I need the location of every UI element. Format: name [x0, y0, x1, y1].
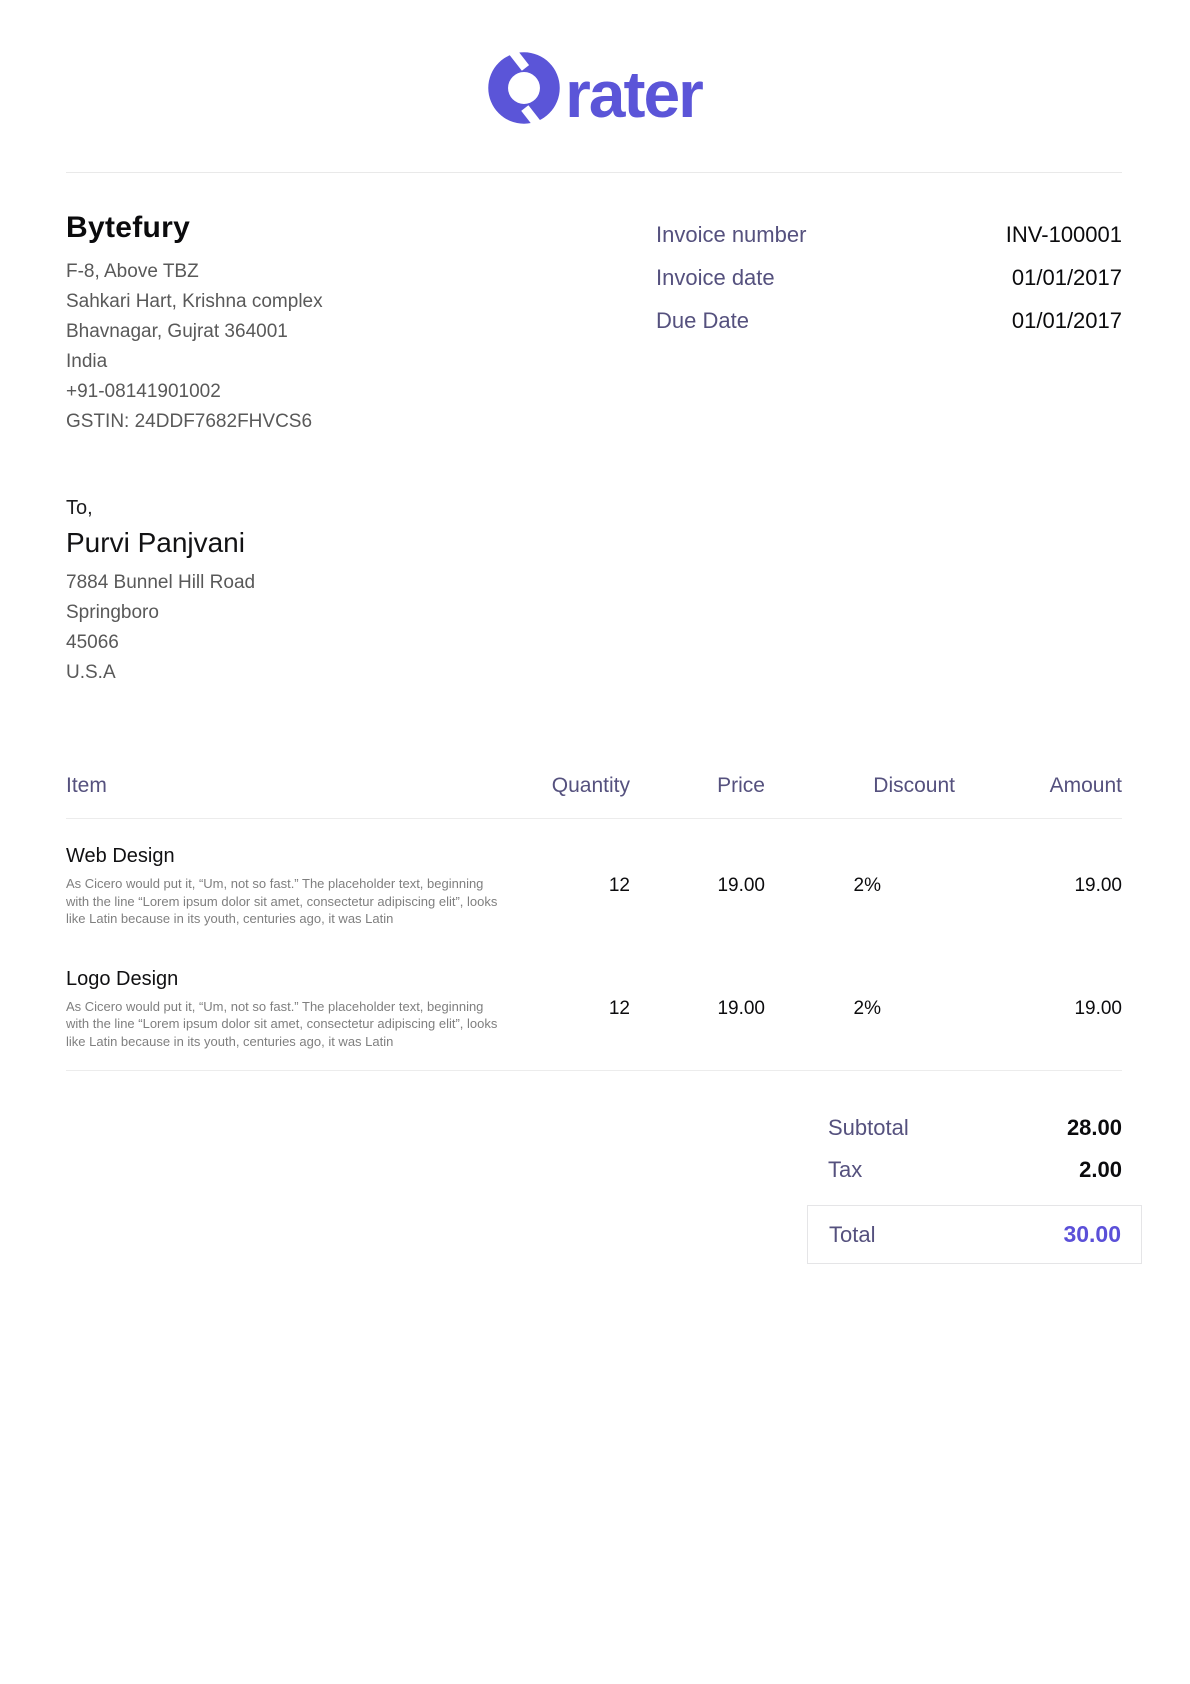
- crater-c-logo-icon: [488, 50, 560, 126]
- company-address-line: India: [66, 351, 108, 372]
- item-name: Web Design: [66, 845, 175, 867]
- due-date-row: Due Date 01/01/2017: [656, 299, 1122, 342]
- brand-logo: rater: [66, 0, 1122, 131]
- items-table: Item Quantity Price Discount Amount Web …: [66, 774, 1122, 1071]
- subtotal-value: 28.00: [1066, 1115, 1122, 1140]
- customer-name: Purvi Panjvani: [66, 527, 245, 558]
- header-quantity: Quantity: [551, 774, 630, 797]
- total-value: 30.00: [1063, 1221, 1121, 1247]
- header-discount: Discount: [873, 774, 955, 797]
- totals-block: Subtotal 28.00 Tax 2.00 Total 30.00: [807, 1107, 1142, 1264]
- company-name: Bytefury: [66, 211, 191, 244]
- header-divider: [66, 172, 1122, 173]
- info-section: Bytefury F-8, Above TBZ Sahkari Hart, Kr…: [66, 211, 1122, 437]
- invoice-date-value: 01/01/2017: [1011, 265, 1122, 290]
- item-description: As Cicero would put it, “Um, not so fast…: [66, 998, 498, 1049]
- company-address-line: F-8, Above TBZ: [66, 261, 199, 282]
- item-amount: 19.00: [1074, 875, 1122, 897]
- customer-address-line: Springboro: [66, 602, 159, 623]
- item-cell: Logo Design As Cicero would put it, “Um,…: [66, 968, 512, 1051]
- company-phone: +91-08141901002: [66, 381, 221, 402]
- item-price: 19.00: [717, 875, 765, 897]
- invoice-number-value: INV-100001: [1005, 222, 1122, 247]
- header-price: Price: [717, 774, 765, 797]
- company-gstin: GSTIN: 24DDF7682FHVCS6: [66, 411, 313, 432]
- item-quantity: 12: [608, 875, 630, 897]
- invoice-number-row: Invoice number INV-100001: [656, 213, 1122, 256]
- item-name: Logo Design: [66, 967, 179, 990]
- items-table-header: Item Quantity Price Discount Amount: [66, 774, 1122, 819]
- items-table-body: Web Design As Cicero would put it, “Um, …: [66, 819, 1122, 1071]
- header-amount: Amount: [1049, 774, 1122, 797]
- due-date-value: 01/01/2017: [1011, 308, 1122, 333]
- invoice-meta: Invoice number INV-100001 Invoice date 0…: [656, 213, 1122, 437]
- tax-row: Tax 2.00: [807, 1149, 1142, 1191]
- total-label: Total: [829, 1221, 876, 1247]
- tax-value: 2.00: [1079, 1157, 1122, 1182]
- item-price: 19.00: [717, 997, 765, 1019]
- invoice-date-label: Invoice date: [656, 265, 775, 290]
- item-cell: Web Design As Cicero would put it, “Um, …: [66, 845, 512, 928]
- tax-label: Tax: [828, 1157, 863, 1182]
- invoice-date-row: Invoice date 01/01/2017: [656, 256, 1122, 299]
- customer-address: 7884 Bunnel Hill Road Springboro 45066 U…: [66, 568, 1122, 688]
- customer-address-line: U.S.A: [66, 662, 116, 683]
- subtotal-row: Subtotal 28.00: [807, 1107, 1142, 1149]
- header-item: Item: [66, 774, 107, 797]
- subtotal-label: Subtotal: [828, 1115, 909, 1140]
- company-address: F-8, Above TBZ Sahkari Hart, Krishna com…: [66, 257, 323, 437]
- table-row: Logo Design As Cicero would put it, “Um,…: [66, 942, 1122, 1051]
- company-block: Bytefury F-8, Above TBZ Sahkari Hart, Kr…: [66, 211, 323, 437]
- customer-address-line: 45066: [66, 632, 119, 653]
- bill-to-prefix: To,: [66, 497, 93, 519]
- company-address-line: Sahkari Hart, Krishna complex: [66, 291, 323, 312]
- item-discount: 2%: [853, 875, 881, 897]
- company-address-line: Bhavnagar, Gujrat 364001: [66, 321, 288, 342]
- invoice-number-label: Invoice number: [656, 222, 807, 247]
- table-row: Web Design As Cicero would put it, “Um, …: [66, 819, 1122, 928]
- total-box: Total 30.00: [807, 1205, 1142, 1264]
- item-discount: 2%: [853, 997, 881, 1019]
- item-quantity: 12: [608, 997, 630, 1019]
- due-date-label: Due Date: [656, 308, 749, 333]
- item-description: As Cicero would put it, “Um, not so fast…: [66, 876, 498, 926]
- brand-logo-text: rater: [565, 57, 704, 131]
- bill-to-block: To, Purvi Panjvani 7884 Bunnel Hill Road…: [66, 497, 1122, 688]
- item-amount: 19.00: [1074, 997, 1122, 1019]
- customer-address-line: 7884 Bunnel Hill Road: [66, 572, 256, 593]
